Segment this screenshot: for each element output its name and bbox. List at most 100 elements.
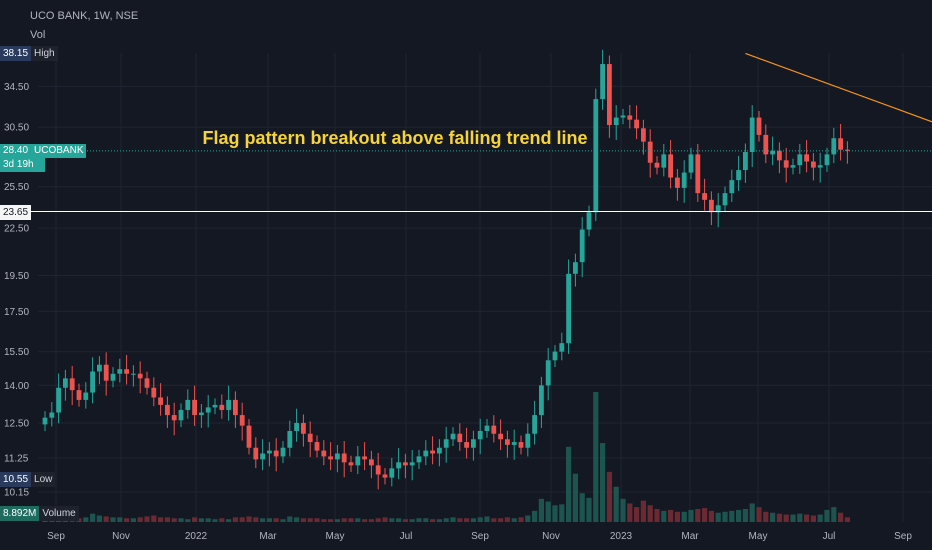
volume-bar: [661, 510, 667, 522]
volume-bar: [742, 509, 748, 522]
volume-bar: [76, 518, 82, 522]
candle-body: [239, 415, 245, 426]
volume-bar: [545, 501, 551, 522]
volume-bar: [423, 518, 429, 522]
candle-body: [389, 468, 395, 478]
volume-bar: [756, 507, 762, 522]
time-tick-label: Sep: [47, 531, 65, 542]
time-tick-label: Sep: [471, 531, 489, 542]
candle-body: [668, 154, 673, 178]
volume-bar: [368, 519, 374, 522]
volume-bar: [321, 519, 327, 522]
volume-bar: [110, 517, 116, 522]
candle-body: [545, 360, 551, 386]
price-tick-label: 15.50: [4, 347, 29, 358]
candle-body: [226, 399, 231, 410]
volume-bar: [498, 518, 504, 522]
candle-body: [294, 422, 299, 432]
candle-body: [525, 433, 531, 448]
volume-bar: [749, 503, 755, 522]
candle-body: [158, 397, 163, 405]
candle-body: [641, 128, 646, 142]
candle-body: [845, 149, 850, 151]
volume-bar: [314, 518, 320, 522]
volume-indicator-label: Vol: [30, 29, 46, 41]
candle-body: [314, 442, 320, 451]
candle-body: [471, 439, 476, 448]
candle-body: [301, 422, 306, 434]
candle-body: [260, 453, 265, 460]
volume-bar: [790, 514, 796, 522]
time-tick-label: 2022: [185, 531, 208, 542]
grid-lines: [38, 53, 932, 522]
candle-body: [817, 165, 823, 168]
volume-bar: [722, 511, 728, 522]
candle-body: [396, 462, 401, 469]
candle-body: [811, 161, 816, 168]
volume-bar: [260, 518, 266, 522]
volume-bar: [103, 516, 109, 522]
candle-body: [97, 364, 102, 372]
candle-body: [552, 351, 558, 361]
candle-body: [103, 364, 109, 381]
volume-bar: [627, 503, 633, 522]
volume-bar: [362, 519, 368, 522]
volume-bar: [341, 518, 347, 522]
volume-bar: [198, 518, 204, 522]
volume-bar: [137, 517, 143, 522]
volume-bar: [450, 517, 456, 522]
candle-body: [430, 450, 435, 454]
candle-body: [178, 409, 184, 421]
volume-bar: [552, 505, 558, 522]
candle-body: [90, 371, 95, 393]
low-text: Low: [31, 472, 56, 488]
candle-body: [443, 439, 449, 448]
candle-body: [287, 431, 293, 448]
candle-body: [137, 373, 143, 379]
volume-bar: [817, 514, 823, 522]
candle-body: [484, 425, 490, 432]
price-tick-label: 10.15: [4, 488, 29, 499]
candle-body: [804, 154, 809, 162]
candle-body: [790, 165, 796, 168]
candle-body: [192, 399, 197, 416]
volume-bar: [280, 519, 286, 522]
candle-body: [144, 378, 150, 388]
candle-body: [348, 462, 354, 466]
price-tick-label: 19.50: [4, 271, 29, 282]
volume-bar: [300, 518, 306, 522]
last-price-value: 28.40: [0, 143, 32, 158]
candle-body: [437, 447, 442, 454]
volume-bar: [192, 517, 198, 522]
candle-body: [124, 369, 129, 374]
candle-body: [505, 439, 510, 445]
candle-body: [532, 415, 537, 434]
candle-body: [42, 417, 48, 425]
candle-body: [681, 172, 687, 188]
candle-body: [403, 462, 408, 466]
candle-body: [600, 64, 605, 100]
candle-body: [675, 177, 680, 188]
volume-bar: [763, 511, 769, 522]
volume-bar: [729, 510, 735, 522]
last-price-label: 28.40 UCOBANK 3d 19h: [0, 143, 87, 172]
candle-body: [409, 462, 415, 466]
time-tick-label: May: [749, 531, 768, 542]
last-price-symbol: UCOBANK: [31, 143, 87, 158]
volume-bar: [708, 510, 714, 522]
volume-bar: [205, 518, 211, 522]
volume-bar: [586, 497, 592, 522]
volume-bar: [158, 517, 164, 522]
volume-bar: [416, 518, 422, 522]
volume-bar: [532, 510, 538, 522]
volume-bar: [124, 518, 130, 522]
volume-bar: [824, 509, 830, 522]
volume-bar: [402, 519, 408, 522]
volume-bar: [409, 519, 415, 522]
volume-bar: [647, 505, 653, 522]
candle-body: [280, 447, 286, 457]
candle-body: [321, 450, 327, 457]
candle-body: [770, 150, 775, 155]
volume-bar: [525, 515, 531, 522]
